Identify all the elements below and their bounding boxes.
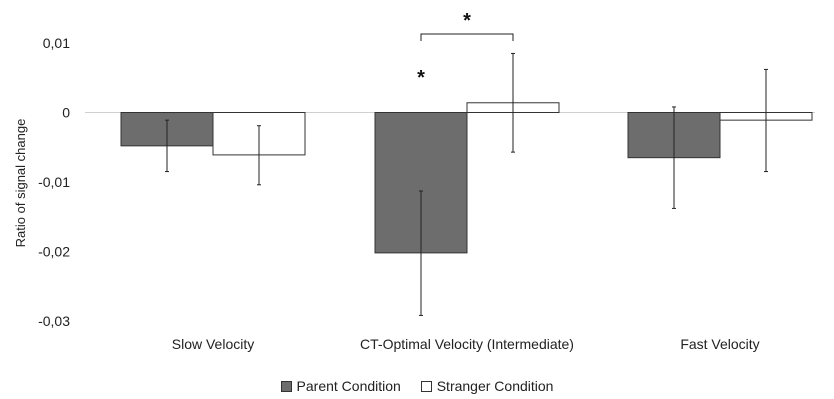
significance-bracket (420, 33, 514, 41)
x-category-label: Slow Velocity (172, 336, 254, 352)
legend-item-parent: Parent Condition (280, 378, 401, 394)
y-tick-label: -0,01 (38, 174, 70, 190)
y-axis-label: Ratio of signal change (13, 119, 28, 248)
significance-annotations: ** (417, 10, 514, 89)
bars (120, 102, 813, 254)
y-tick-label: 0 (62, 105, 70, 121)
y-tick-label: 0,01 (43, 35, 70, 51)
error-bars (165, 52, 768, 316)
x-category-label: CT-Optimal Velocity (Intermediate) (360, 336, 574, 352)
legend-swatch-parent (280, 380, 292, 392)
y-tick-label: -0,03 (38, 313, 70, 329)
legend-swatch-stranger (420, 380, 432, 392)
x-category-label: Fast Velocity (680, 336, 759, 352)
legend: Parent Condition Stranger Condition (0, 378, 834, 395)
legend-label-parent: Parent Condition (296, 378, 401, 394)
category-labels: Slow Velocity CT-Optimal Velocity (Interm… (172, 336, 760, 352)
legend-item-stranger: Stranger Condition (420, 378, 554, 394)
y-tick-label: -0,02 (38, 244, 70, 260)
legend-label-stranger: Stranger Condition (436, 378, 554, 394)
y-axis-ticks: 0,01 0 -0,01 -0,02 -0,03 (38, 35, 70, 329)
significance-star-bar: * (417, 67, 425, 89)
significance-star-bracket: * (463, 10, 471, 32)
